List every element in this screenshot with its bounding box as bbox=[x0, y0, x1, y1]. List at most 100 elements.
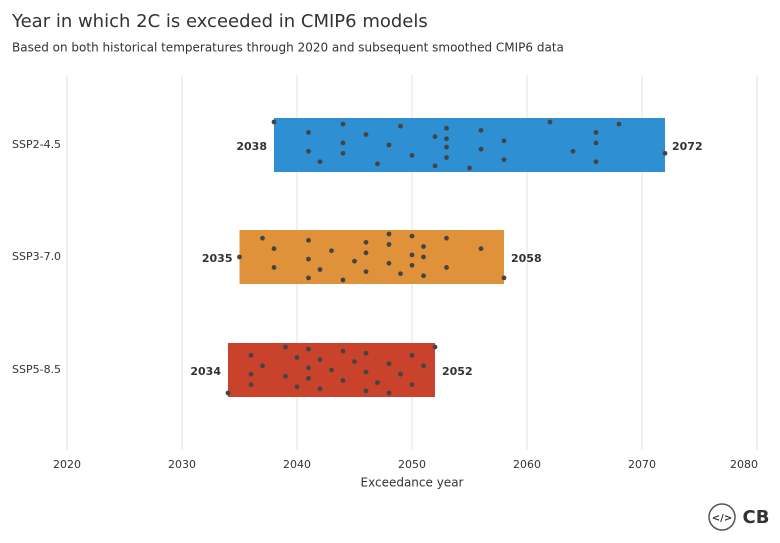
point bbox=[329, 248, 334, 254]
point bbox=[398, 123, 403, 129]
point bbox=[306, 375, 311, 381]
point bbox=[306, 148, 311, 154]
point bbox=[593, 130, 599, 135]
point bbox=[248, 371, 254, 377]
point bbox=[432, 344, 438, 350]
point bbox=[283, 344, 288, 350]
point bbox=[409, 352, 415, 358]
point bbox=[271, 119, 277, 125]
point bbox=[421, 244, 426, 249]
point bbox=[386, 231, 392, 237]
point bbox=[317, 386, 323, 392]
point bbox=[386, 242, 392, 247]
point bbox=[467, 165, 472, 171]
point bbox=[294, 355, 300, 360]
point bbox=[363, 350, 369, 356]
point bbox=[478, 246, 484, 252]
point bbox=[340, 150, 346, 156]
point bbox=[409, 382, 415, 388]
bar-start-label: 2035 bbox=[202, 252, 233, 265]
point bbox=[306, 237, 311, 243]
x-tick-label: 2070 bbox=[628, 458, 656, 471]
point bbox=[570, 148, 576, 154]
point bbox=[260, 363, 265, 369]
point bbox=[375, 380, 380, 385]
point bbox=[478, 146, 484, 152]
point bbox=[317, 357, 323, 362]
point bbox=[237, 254, 242, 260]
point bbox=[444, 235, 449, 241]
point bbox=[547, 119, 553, 125]
point bbox=[306, 256, 311, 262]
point bbox=[398, 271, 403, 277]
point bbox=[363, 239, 369, 245]
point bbox=[421, 273, 426, 279]
point bbox=[271, 265, 277, 270]
point bbox=[306, 346, 311, 352]
point bbox=[248, 352, 254, 358]
bar-end-label: 2072 bbox=[672, 140, 703, 153]
point bbox=[432, 134, 438, 140]
point bbox=[248, 382, 254, 388]
point bbox=[363, 269, 369, 275]
x-tick-label: 2080 bbox=[730, 458, 758, 471]
point bbox=[329, 367, 334, 373]
point bbox=[271, 246, 277, 252]
point bbox=[444, 265, 449, 270]
point bbox=[317, 267, 323, 272]
point bbox=[444, 125, 449, 131]
point bbox=[616, 121, 622, 127]
point bbox=[225, 390, 231, 396]
bar-end-label: 2058 bbox=[511, 252, 542, 265]
point bbox=[386, 260, 392, 266]
point bbox=[421, 254, 426, 260]
bar bbox=[274, 118, 665, 172]
x-tick-label: 2060 bbox=[513, 458, 541, 471]
y-tick-label: SSP3-7.0 bbox=[12, 250, 61, 263]
point bbox=[662, 150, 668, 156]
point bbox=[593, 159, 599, 165]
point bbox=[294, 384, 300, 390]
y-tick-label: SSP2-4.5 bbox=[12, 138, 61, 151]
point bbox=[340, 277, 346, 283]
point bbox=[409, 262, 415, 268]
bar-start-label: 2038 bbox=[236, 140, 267, 153]
point bbox=[432, 163, 438, 169]
point bbox=[306, 365, 311, 371]
chart-title: Year in which 2C is exceeded in CMIP6 mo… bbox=[11, 11, 428, 32]
point bbox=[283, 373, 288, 379]
bar-end-label: 2052 bbox=[442, 365, 473, 378]
point bbox=[340, 348, 346, 354]
point bbox=[421, 363, 426, 369]
x-axis-label: Exceedance year bbox=[361, 476, 464, 490]
embed-icon bbox=[708, 503, 736, 531]
point bbox=[340, 378, 346, 383]
y-tick-label: SSP5-8.5 bbox=[12, 363, 61, 376]
point bbox=[398, 371, 403, 377]
x-tick-label: 2050 bbox=[398, 458, 426, 471]
point bbox=[352, 258, 357, 264]
point bbox=[501, 157, 507, 163]
point bbox=[375, 161, 380, 167]
point bbox=[340, 140, 346, 146]
point bbox=[409, 153, 415, 158]
x-tick-label: 2020 bbox=[53, 458, 81, 471]
point bbox=[386, 390, 392, 396]
point bbox=[340, 121, 346, 127]
point bbox=[363, 132, 369, 137]
point bbox=[352, 359, 357, 365]
point bbox=[593, 140, 599, 146]
point bbox=[363, 250, 369, 256]
point bbox=[260, 235, 265, 241]
logo: CB bbox=[743, 507, 770, 528]
bar-start-label: 2034 bbox=[190, 365, 221, 378]
point bbox=[444, 144, 449, 150]
point bbox=[501, 138, 507, 144]
point bbox=[386, 361, 392, 367]
point bbox=[409, 233, 415, 239]
point bbox=[306, 275, 311, 281]
point bbox=[317, 159, 323, 165]
embed-text: </> bbox=[712, 513, 732, 524]
point bbox=[363, 388, 369, 394]
